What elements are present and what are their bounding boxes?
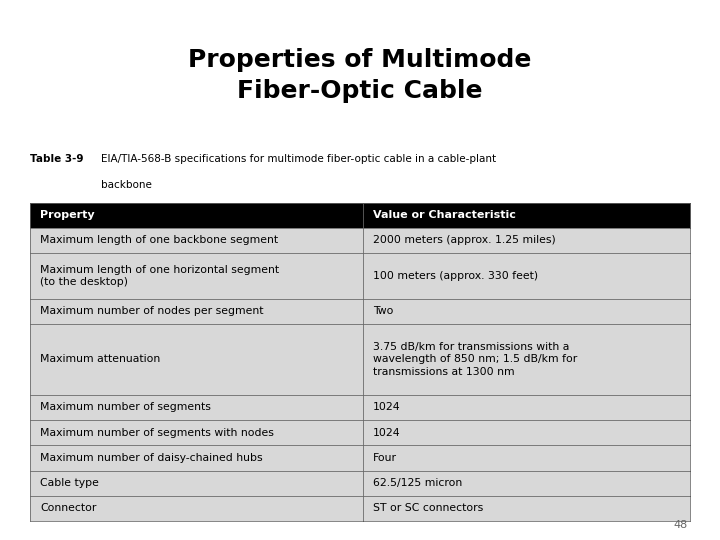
Text: Maximum number of segments: Maximum number of segments [40,402,211,413]
Text: Property: Property [40,210,95,220]
Text: Value or Characteristic: Value or Characteristic [373,210,516,220]
Text: Table 3-9: Table 3-9 [30,154,84,164]
Text: Maximum attenuation: Maximum attenuation [40,354,161,364]
Text: Properties of Multimode
Fiber-Optic Cable: Properties of Multimode Fiber-Optic Cabl… [189,48,531,103]
Text: 62.5/125 micron: 62.5/125 micron [373,478,462,488]
Text: Maximum number of daisy-chained hubs: Maximum number of daisy-chained hubs [40,453,263,463]
Text: Maximum length of one horizontal segment
(to the desktop): Maximum length of one horizontal segment… [40,265,279,287]
Text: ST or SC connectors: ST or SC connectors [373,503,483,514]
Text: 1024: 1024 [373,428,401,437]
Text: Four: Four [373,453,397,463]
Text: 1024: 1024 [373,402,401,413]
Text: 100 meters (approx. 330 feet): 100 meters (approx. 330 feet) [373,271,539,281]
Text: Two: Two [373,306,393,316]
Text: Maximum number of segments with nodes: Maximum number of segments with nodes [40,428,274,437]
Text: 48: 48 [673,520,688,530]
Text: Maximum length of one backbone segment: Maximum length of one backbone segment [40,235,279,245]
Text: 2000 meters (approx. 1.25 miles): 2000 meters (approx. 1.25 miles) [373,235,556,245]
Text: Maximum number of nodes per segment: Maximum number of nodes per segment [40,306,264,316]
Text: Connector: Connector [40,503,96,514]
Text: Cable type: Cable type [40,478,99,488]
Text: EIA/TIA-568-B specifications for multimode fiber-optic cable in a cable-plant: EIA/TIA-568-B specifications for multimo… [101,154,496,164]
Text: backbone: backbone [101,180,152,190]
Text: 3.75 dB/km for transmissions with a
wavelength of 850 nm; 1.5 dB/km for
transmis: 3.75 dB/km for transmissions with a wave… [373,342,577,377]
